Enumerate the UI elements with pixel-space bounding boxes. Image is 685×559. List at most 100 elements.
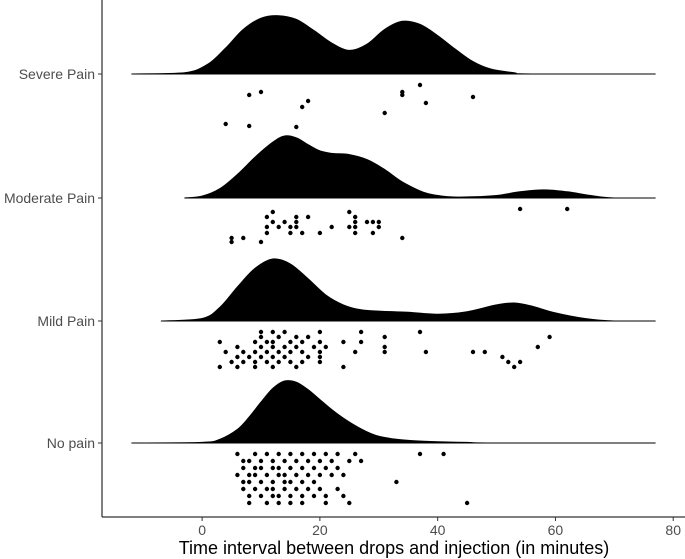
point-mild-pain: [382, 344, 387, 350]
point-no-pain: [311, 479, 317, 485]
x-ticks: 0 20 40 60 80: [198, 517, 681, 538]
point-mild-pain: [512, 364, 517, 370]
point-no-pain: [252, 465, 258, 471]
point-moderate-pain: [270, 219, 275, 225]
point-no-pain: [270, 486, 275, 492]
point-moderate-pain: [317, 230, 323, 236]
point-mild-pain: [317, 329, 323, 335]
point-moderate-pain: [258, 239, 264, 245]
point-no-pain: [247, 479, 252, 485]
point-moderate-pain: [276, 224, 281, 230]
x-tick-label-60: 60: [548, 522, 564, 538]
point-no-pain: [288, 479, 293, 485]
point-moderate-pain: [353, 219, 358, 225]
point-no-pain: [247, 500, 252, 506]
point-no-pain: [270, 479, 275, 485]
point-mild-pain: [288, 359, 293, 365]
point-moderate-pain: [229, 235, 234, 241]
point-moderate-pain: [288, 224, 293, 230]
point-no-pain: [264, 500, 270, 506]
point-mild-pain: [217, 364, 222, 370]
point-no-pain: [241, 465, 246, 471]
point-moderate-pain: [294, 214, 299, 220]
point-no-pain: [335, 486, 340, 492]
point-mild-pain: [358, 339, 364, 345]
point-severe-pain: [305, 98, 311, 104]
point-no-pain: [270, 493, 275, 499]
point-no-pain: [300, 451, 305, 457]
point-moderate-pain: [376, 224, 381, 230]
point-mild-pain: [247, 354, 252, 360]
point-mild-pain: [223, 349, 228, 355]
point-no-pain: [323, 465, 328, 471]
point-moderate-pain: [270, 209, 275, 215]
axes: [101, 0, 685, 518]
point-mild-pain: [382, 349, 387, 355]
point-mild-pain: [353, 349, 358, 355]
point-mild-pain: [517, 359, 523, 365]
point-no-pain: [305, 458, 311, 464]
point-mild-pain: [264, 359, 270, 365]
point-severe-pain: [294, 124, 299, 130]
point-moderate-pain: [370, 230, 376, 236]
point-moderate-pain: [305, 214, 311, 220]
point-moderate-pain: [294, 224, 299, 230]
x-axis-title: Time interval between drops and injectio…: [179, 538, 610, 558]
point-mild-pain: [482, 349, 487, 355]
point-no-pain: [252, 486, 258, 492]
point-severe-pain: [400, 92, 405, 98]
point-no-pain: [235, 451, 240, 457]
point-mild-pain: [282, 329, 287, 335]
point-mild-pain: [423, 349, 429, 355]
point-severe-pain: [223, 121, 228, 127]
point-no-pain: [300, 465, 305, 471]
point-no-pain: [241, 458, 246, 464]
density-mild-pain: [160, 258, 656, 322]
point-mild-pain: [317, 359, 323, 365]
point-mild-pain: [317, 349, 323, 355]
point-mild-pain: [500, 354, 505, 360]
point-no-pain: [329, 458, 334, 464]
point-no-pain: [247, 472, 252, 478]
point-mild-pain: [547, 334, 552, 340]
point-no-pain: [264, 486, 270, 492]
point-mild-pain: [270, 339, 275, 345]
point-moderate-pain: [264, 230, 270, 236]
x-tick-label-80: 80: [665, 522, 681, 538]
point-mild-pain: [323, 344, 328, 350]
point-no-pain: [252, 472, 258, 478]
point-no-pain: [323, 500, 328, 506]
point-mild-pain: [294, 364, 299, 370]
point-moderate-pain: [229, 239, 234, 245]
density-severe-pain: [131, 15, 656, 75]
point-mild-pain: [300, 359, 305, 365]
point-moderate-pain: [565, 206, 570, 212]
point-severe-pain: [258, 89, 264, 95]
point-moderate-pain: [347, 209, 352, 215]
point-no-pain: [270, 465, 275, 471]
point-no-pain: [282, 479, 287, 485]
point-mild-pain: [252, 359, 258, 365]
point-no-pain: [276, 472, 281, 478]
point-moderate-pain: [294, 219, 299, 225]
point-no-pain: [317, 458, 323, 464]
y-tick-label-no-pain: No pain: [47, 435, 95, 451]
x-tick-label-40: 40: [430, 522, 446, 538]
point-severe-pain: [382, 110, 387, 116]
point-no-pain: [288, 451, 293, 457]
point-no-pain: [288, 465, 293, 471]
point-mild-pain: [264, 349, 270, 355]
density-moderate-pain: [184, 135, 656, 199]
point-mild-pain: [294, 334, 299, 340]
point-no-pain: [276, 493, 281, 499]
point-no-pain: [241, 479, 246, 485]
point-no-pain: [258, 493, 264, 499]
point-moderate-pain: [353, 224, 358, 230]
point-mild-pain: [305, 334, 311, 340]
point-no-pain: [335, 465, 340, 471]
point-no-pain: [252, 451, 258, 457]
point-mild-pain: [270, 329, 275, 335]
point-mild-pain: [317, 354, 323, 360]
point-no-pain: [288, 493, 293, 499]
point-mild-pain: [252, 349, 258, 355]
